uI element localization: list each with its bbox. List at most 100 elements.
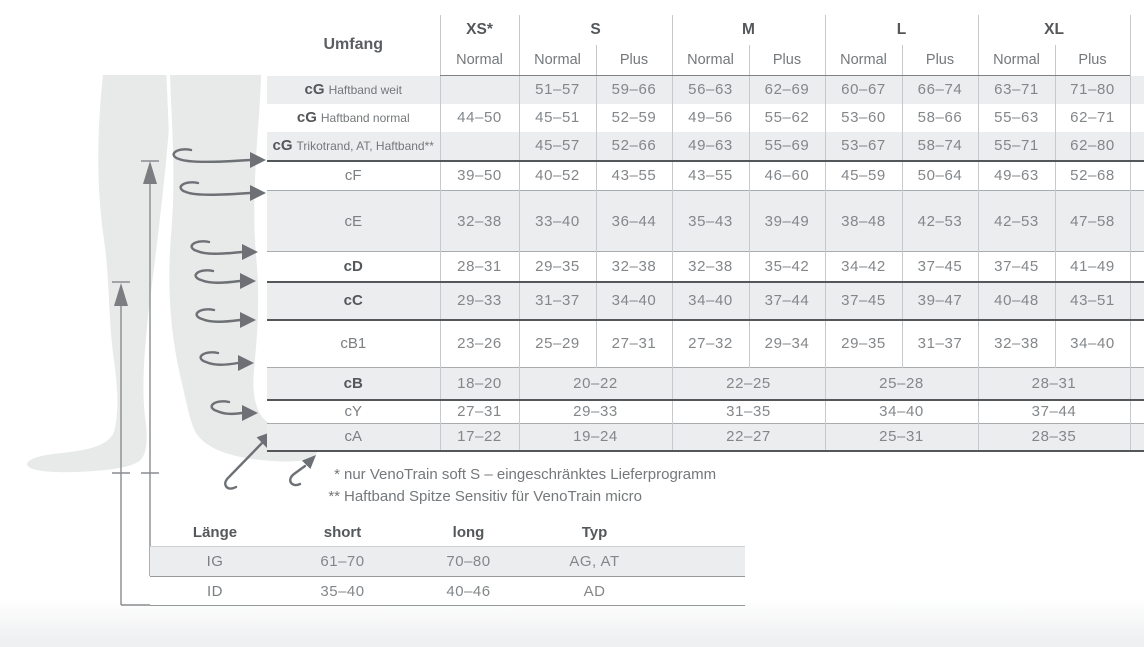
size-value-cell: 44–50	[439, 103, 519, 132]
size-value-cell: 39–50	[439, 160, 519, 191]
size-value-cell: 59–66	[595, 75, 672, 104]
size-value-cell: 31–37	[901, 319, 979, 368]
size-value-cell: 45–59	[824, 160, 903, 191]
row-label: cA	[344, 428, 362, 446]
length-value-cell: 35–40	[320, 582, 365, 600]
size-value-cell: 49–63	[977, 160, 1056, 191]
row-filler	[1129, 281, 1144, 320]
table-row: cB 18–20 20–22 22–25 25–28 28–31	[267, 367, 1144, 400]
length-header-row: Länge short long Typ	[150, 519, 745, 547]
size-value-cell: 27–31	[439, 399, 519, 424]
size-value-cell: 37–45	[824, 281, 903, 320]
back-leg-shape	[23, 71, 176, 476]
foot-measure-arrow-heel	[289, 455, 316, 487]
length-header-filler	[657, 519, 745, 547]
subcolumn-label: Normal	[977, 45, 1056, 76]
length-column-label: short	[280, 519, 405, 547]
size-value-cell: 38–48	[824, 190, 903, 252]
row-label: cD	[343, 257, 363, 275]
length-value-cell: ID	[207, 582, 223, 600]
row-filler	[1129, 190, 1144, 252]
size-value-cell: 40–52	[518, 160, 596, 191]
footnote-mark: *	[334, 466, 340, 483]
row-label-detail: Haftband normal	[320, 111, 410, 125]
row-filler	[1129, 367, 1144, 400]
circumference-loop-arrow-ce	[190, 240, 258, 260]
size-value-cell	[439, 75, 519, 104]
length-table-row: ID 35–40 40–46 AD	[150, 576, 745, 606]
size-value-cell: 32–38	[977, 319, 1056, 368]
size-value-cell: 56–63	[671, 75, 749, 104]
row-filler	[1129, 319, 1144, 368]
table-corner-label: Umfang	[323, 36, 384, 54]
subcolumn-label: Plus	[748, 45, 826, 76]
size-value-cell: 29–35	[518, 251, 596, 282]
size-value-cell: 55–71	[977, 131, 1056, 161]
length-column-label: long	[405, 519, 532, 547]
size-value-cell: 31–35	[671, 399, 826, 424]
row-label: cY	[344, 403, 362, 421]
size-value-cell: 34–40	[1054, 319, 1131, 368]
size-value-cell: 52–68	[1054, 160, 1131, 191]
footnote-line: * nur VenoTrain soft S – eingeschränktes…	[322, 464, 716, 486]
circumference-loop-arrow-cy	[210, 400, 258, 421]
size-value-cell: 34–40	[824, 399, 979, 424]
row-label: cF	[344, 167, 362, 185]
length-value-cell: 40–46	[446, 582, 491, 600]
page-section-divider	[0, 598, 1144, 647]
size-value-cell: 32–38	[671, 251, 749, 282]
row-label: cB	[343, 374, 363, 392]
table-row: cA 17–22 19–24 22–27 25–31 28–35	[267, 423, 1144, 451]
table-row: cG Haftband weit 51–57 59–66 56–63 62–69 60–67…	[267, 75, 1144, 104]
row-label: cG Haftband normal	[267, 104, 440, 132]
size-value-cell: 25–29	[518, 319, 596, 368]
size-value-cell: 40–48	[977, 281, 1056, 320]
circumference-loop-arrow-cc	[195, 308, 256, 328]
subcolumn-label: Normal	[439, 45, 519, 76]
size-value-cell: 18–20	[439, 367, 519, 400]
size-value-cell: 51–57	[518, 75, 596, 104]
size-value-cell: 37–45	[977, 251, 1056, 282]
size-value-cell: 35–42	[748, 251, 826, 282]
size-value-cell: 55–63	[977, 103, 1056, 132]
size-value-cell: 36–44	[595, 190, 672, 252]
size-group-label: XS*	[439, 15, 519, 45]
row-label-detail: Haftband weit	[328, 83, 402, 97]
size-value-cell: 39–47	[901, 281, 979, 320]
size-value-cell: 50–64	[901, 160, 979, 191]
size-value-cell	[439, 131, 519, 161]
circumference-table: Umfang XS* S M L XL Normal Normal Plus Normal Plus…	[267, 15, 1144, 452]
size-value-cell: 27–31	[595, 319, 672, 368]
size-value-cell: 20–22	[518, 367, 672, 400]
size-group-label: XL	[977, 15, 1131, 45]
length-row-filler	[657, 577, 745, 606]
size-value-cell: 43–55	[671, 160, 749, 191]
row-label-prefix: cG	[304, 81, 325, 98]
footnote-mark: **	[328, 488, 340, 505]
row-label: cG Trikotrand, AT, Haftband**	[267, 132, 440, 161]
length-measure-line-id	[112, 281, 151, 606]
circumference-loop-arrow-cg	[172, 148, 266, 168]
header-filler	[1129, 15, 1144, 76]
size-value-cell: 53–60	[824, 103, 903, 132]
length-value-cell: 70–80	[446, 553, 491, 570]
size-value-cell: 46–60	[748, 160, 826, 191]
table-row: cD 28–31 29–35 32–38 32–38 35–42 34–42 37–45 37–…	[267, 251, 1144, 282]
table-row: cG Trikotrand, AT, Haftband** 45–57 52–66 49…	[267, 131, 1144, 161]
table-row: cF 39–50 40–52 43–55 43–55 46–60 45–59 50–64 49–…	[267, 160, 1144, 191]
row-filler	[1129, 75, 1144, 104]
footnote-text: nur VenoTrain soft S – eingeschränktes L…	[344, 466, 717, 483]
row-filler	[1129, 103, 1144, 132]
size-value-cell: 52–66	[595, 131, 672, 161]
subcolumn-label: Plus	[901, 45, 979, 76]
length-table: Länge short long Typ IG 61–70 70–80 AG, AT ID 35…	[150, 519, 745, 606]
row-label: cB1	[340, 335, 367, 353]
circumference-loop-arrow-cf	[179, 181, 266, 201]
size-value-cell: 71–80	[1054, 75, 1131, 104]
size-value-cell: 32–38	[439, 190, 519, 252]
size-value-cell: 37–45	[901, 251, 979, 282]
size-value-cell: 55–69	[748, 131, 826, 161]
row-label: cE	[344, 212, 362, 230]
size-value-cell: 34–40	[671, 281, 749, 320]
subcolumn-label: Plus	[1054, 45, 1131, 76]
